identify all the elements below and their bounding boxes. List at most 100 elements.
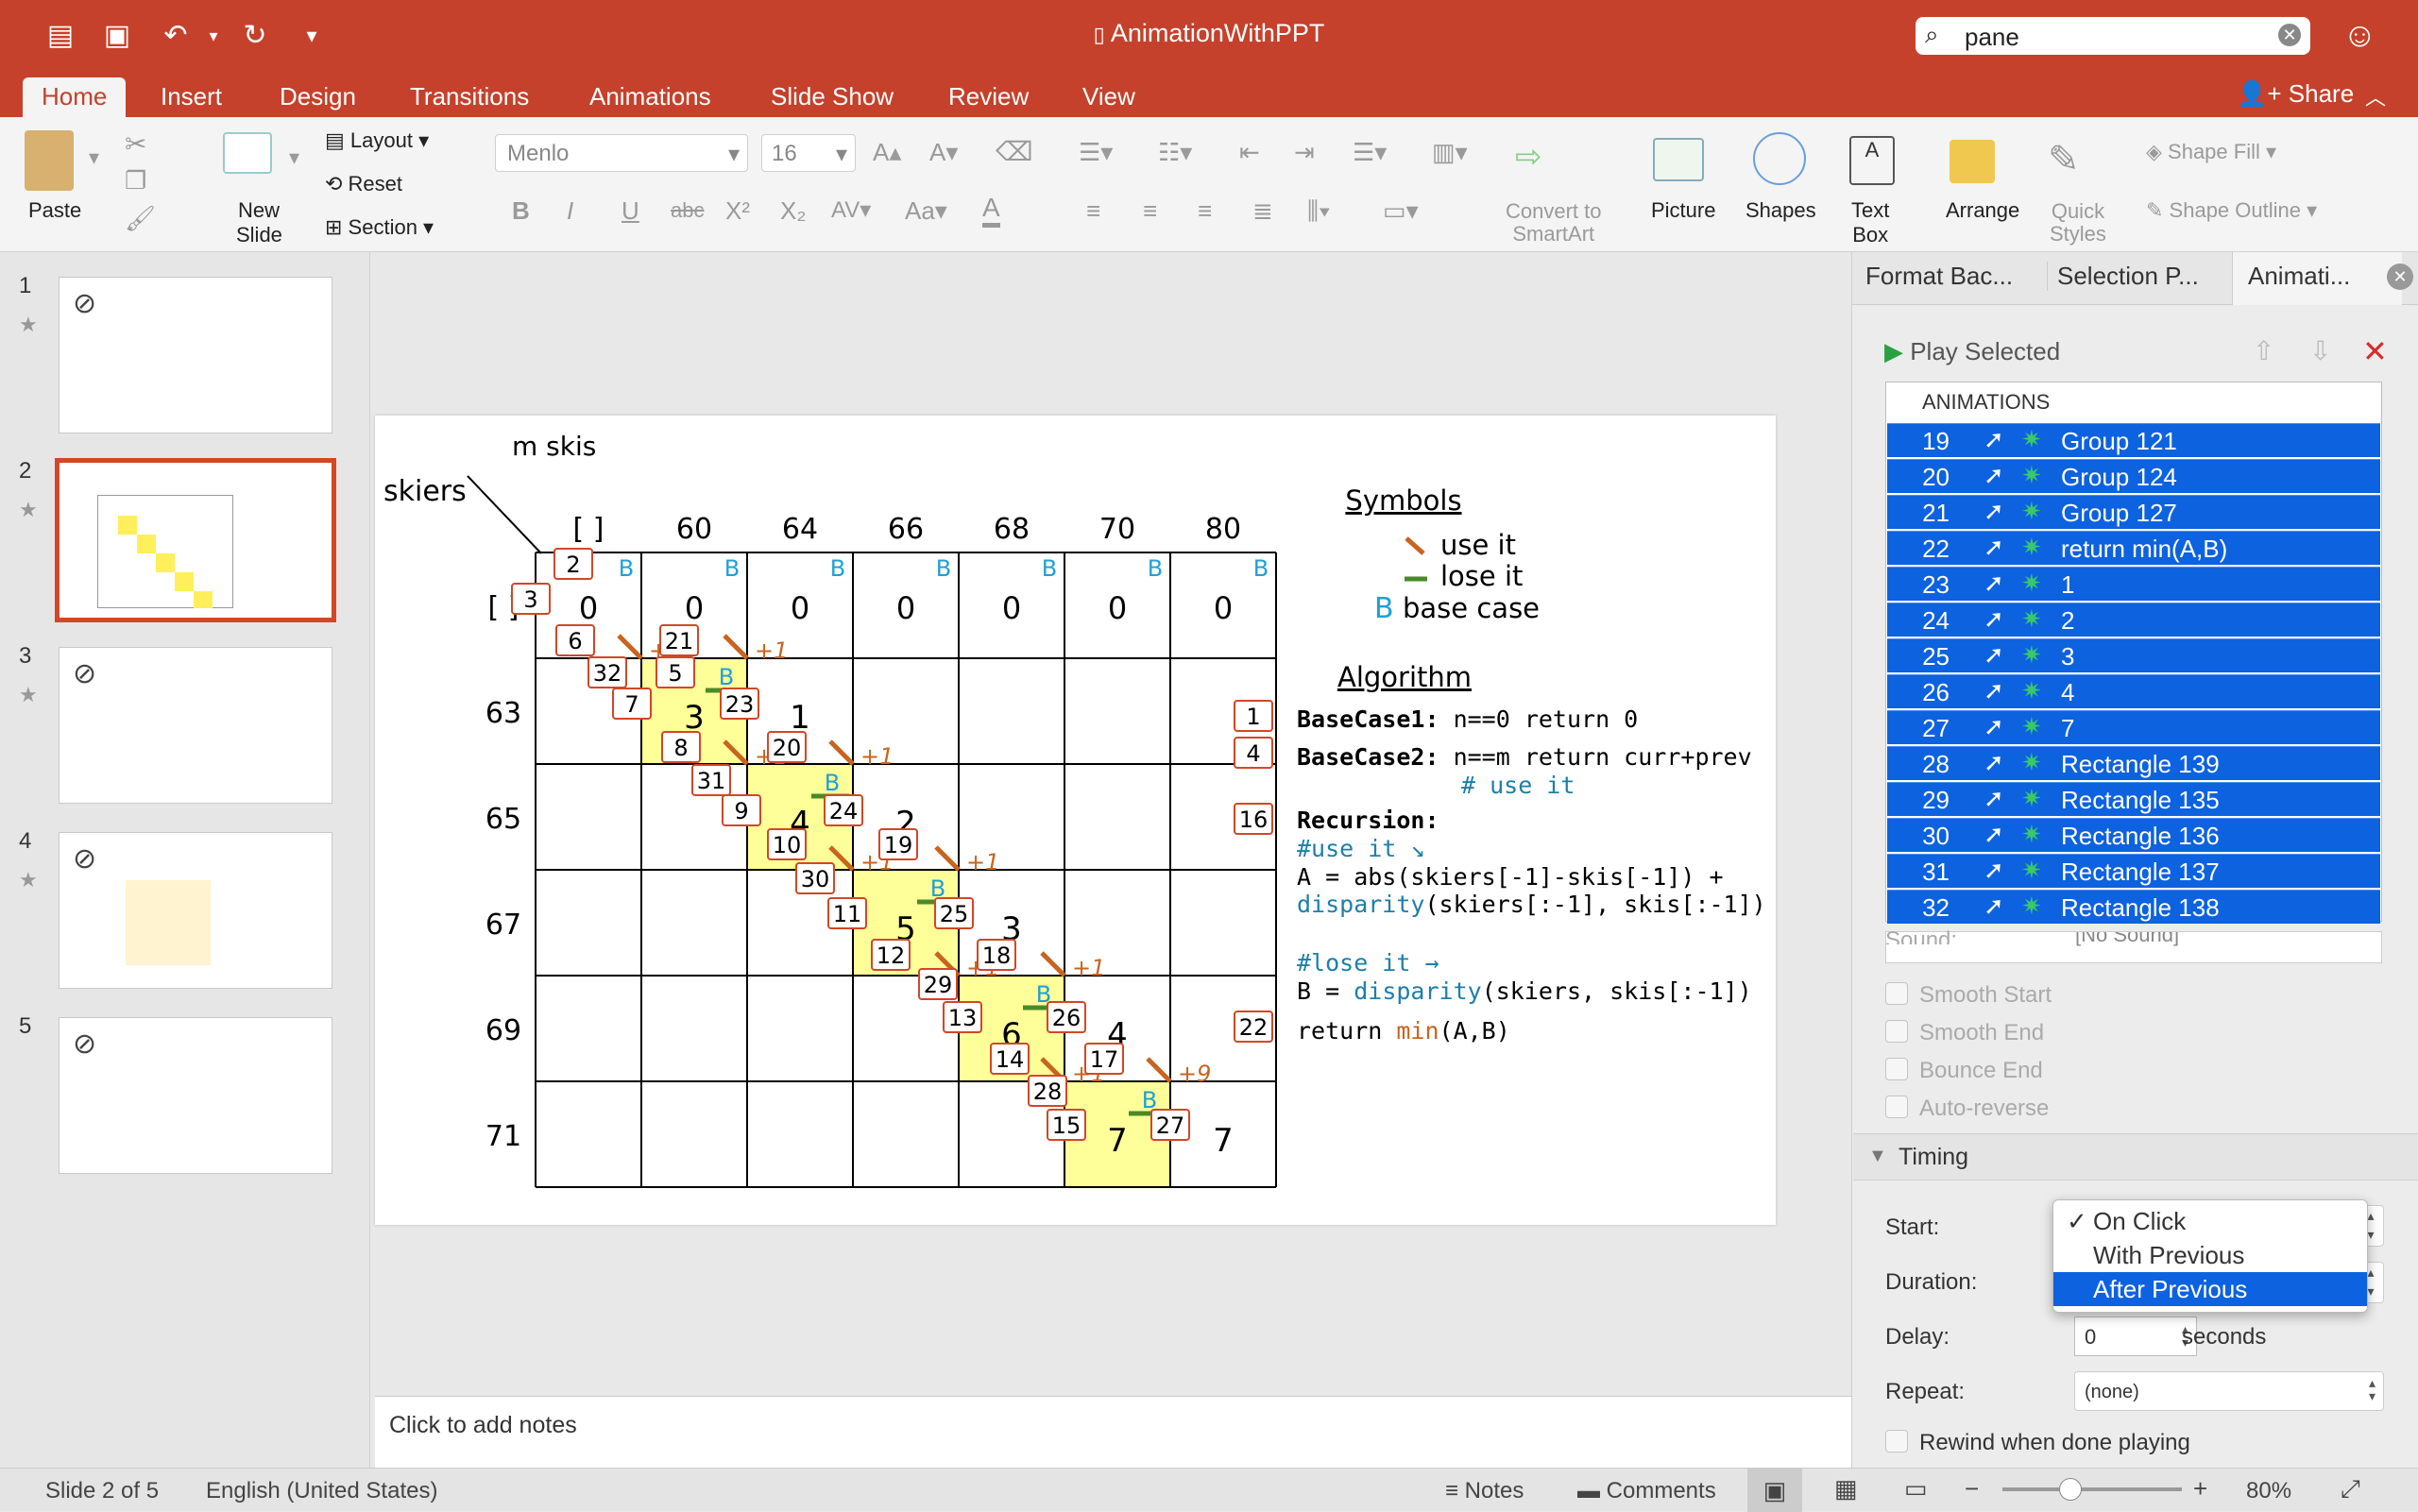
tab-view[interactable]: View xyxy=(1082,82,1135,110)
picture-button[interactable]: Picture xyxy=(1651,198,1716,222)
tab-design[interactable]: Design xyxy=(280,82,356,110)
grow-font-icon[interactable]: A▴ xyxy=(873,138,902,166)
animation-order-tag[interactable]: 17 xyxy=(1084,1043,1124,1075)
animation-order-tag[interactable]: 10 xyxy=(767,828,807,860)
slide-thumbnail-1[interactable]: ⊘ xyxy=(59,277,332,433)
align-text-icon[interactable]: ▭▾ xyxy=(1383,196,1419,225)
tab-transitions[interactable]: Transitions xyxy=(410,82,530,110)
animation-order-tag[interactable]: 25 xyxy=(934,897,974,929)
sidebar-toggle-icon[interactable]: ▤ xyxy=(46,20,75,51)
undo-dropdown-icon[interactable]: ▾ xyxy=(209,26,218,45)
save-icon[interactable]: ▣ xyxy=(103,20,131,51)
animation-list-item[interactable]: 19 ➚ ✷ Group 121 xyxy=(1887,423,2380,457)
superscript-icon[interactable]: X² xyxy=(725,196,750,225)
line-spacing-icon[interactable]: ☰▾ xyxy=(1353,138,1388,166)
animation-order-tag[interactable]: 21 xyxy=(659,624,699,656)
new-slide-icon[interactable] xyxy=(223,132,272,174)
animation-list-item[interactable]: 31 ➚ ✷ Rectangle 137 xyxy=(1887,854,2380,888)
language[interactable]: English (United States) xyxy=(206,1478,438,1504)
slide-sorter-icon[interactable]: ▦ xyxy=(1834,1474,1858,1503)
smooth-start-checkbox[interactable] xyxy=(1885,982,1908,1005)
animation-order-tag[interactable]: 8 xyxy=(661,731,701,763)
subscript-icon[interactable]: X₂ xyxy=(780,196,807,225)
smartart-icon[interactable]: ⇨ xyxy=(1515,139,1542,175)
copy-icon[interactable]: ❐ xyxy=(125,166,147,195)
bullets-icon[interactable]: ☰▾ xyxy=(1079,138,1114,166)
tab-home[interactable]: Home xyxy=(23,77,127,117)
animation-order-tag[interactable]: 18 xyxy=(977,939,1016,971)
animation-list-item[interactable]: 23 ➚ ✷ 1 xyxy=(1887,567,2380,601)
slide-thumbnail-2[interactable] xyxy=(55,458,336,622)
animation-order-tag[interactable]: 1 xyxy=(1234,700,1273,732)
cut-icon[interactable]: ✂ xyxy=(125,129,147,159)
move-down-icon[interactable]: ⇩ xyxy=(2309,336,2332,365)
strikethrough-icon[interactable]: abc xyxy=(671,198,705,222)
auto-reverse-checkbox[interactable] xyxy=(1885,1096,1908,1118)
animation-order-tag[interactable]: 31 xyxy=(691,764,731,796)
clear-search-icon[interactable]: ✕ xyxy=(2278,24,2301,46)
slide-thumbnail-3[interactable]: ⊘ xyxy=(59,647,332,804)
italic-icon[interactable]: I xyxy=(567,196,574,225)
rewind-checkbox[interactable] xyxy=(1885,1430,1908,1453)
animation-list-item[interactable]: 22 ➚ ✷ return min(A,B) xyxy=(1887,531,2380,565)
animation-order-tag[interactable]: 30 xyxy=(795,862,835,894)
normal-view-icon[interactable]: ▣ xyxy=(1747,1469,1802,1512)
shapes-icon[interactable] xyxy=(1753,132,1806,185)
align-right-icon[interactable]: ≡ xyxy=(1198,196,1213,225)
animation-order-tag[interactable]: 15 xyxy=(1047,1109,1086,1141)
animation-list-item[interactable]: 20 ➚ ✷ Group 124 xyxy=(1887,459,2380,493)
tab-insert[interactable]: Insert xyxy=(161,82,223,110)
search-input[interactable]: pane xyxy=(1965,23,2019,51)
paste-icon[interactable] xyxy=(25,130,74,191)
font-size-field[interactable]: 16 ▾ xyxy=(761,134,856,172)
underline-icon[interactable]: U xyxy=(622,196,639,225)
zoom-slider[interactable] xyxy=(2002,1487,2182,1491)
layout-button[interactable]: ▤ Layout ▾ xyxy=(325,128,430,152)
slide-canvas[interactable]: m skis skiers [ ] 60 64 66 68 70 80[ ] 63 65 67 69… xyxy=(375,416,1776,1225)
animation-list-item[interactable]: 30 ➚ ✷ Rectangle 136 xyxy=(1887,818,2380,852)
collapse-ribbon-icon[interactable]: ︿ xyxy=(2365,86,2387,110)
animation-order-tag[interactable]: 28 xyxy=(1028,1075,1067,1107)
tab-slide-show[interactable]: Slide Show xyxy=(771,82,894,110)
arrange-button[interactable]: Arrange xyxy=(1946,198,2020,222)
numbering-icon[interactable]: ☷▾ xyxy=(1158,138,1193,166)
start-option-on-click[interactable]: ✓ On Click xyxy=(2053,1204,2367,1238)
tab-animation-pane[interactable]: Animati... xyxy=(2232,252,2402,305)
move-up-icon[interactable]: ⇧ xyxy=(2253,336,2275,365)
animation-order-tag[interactable]: 4 xyxy=(1234,737,1273,769)
animation-order-tag[interactable]: 26 xyxy=(1047,1001,1086,1033)
delay-stepper-icon[interactable]: ▴ ▾ xyxy=(2182,1321,2189,1350)
animation-list-item[interactable]: 28 ➚ ✷ Rectangle 139 xyxy=(1887,746,2380,780)
fit-to-window-icon[interactable]: ⤢ xyxy=(2341,1474,2360,1503)
animation-order-tag[interactable]: 11 xyxy=(827,897,867,929)
notes-area[interactable]: Click to add notes xyxy=(375,1396,1851,1468)
quick-styles-icon[interactable]: ✎ xyxy=(2048,139,2080,180)
animation-list-item[interactable]: 26 ➚ ✷ 4 xyxy=(1887,674,2380,708)
animation-list-item[interactable]: 25 ➚ ✷ 3 xyxy=(1887,638,2380,672)
animation-order-tag[interactable]: 12 xyxy=(871,939,911,971)
undo-icon[interactable]: ↶ xyxy=(163,20,188,51)
animation-order-tag[interactable]: 14 xyxy=(990,1043,1030,1075)
animation-order-tag[interactable]: 19 xyxy=(878,828,918,860)
clear-formatting-icon[interactable]: ⌫ xyxy=(996,137,1033,166)
comments-button[interactable]: ▬ Comments xyxy=(1577,1478,1716,1504)
zoom-slider-thumb[interactable] xyxy=(2059,1478,2082,1501)
notes-button[interactable]: ≡ Notes xyxy=(1445,1478,1524,1504)
align-center-icon[interactable]: ≡ xyxy=(1143,196,1158,225)
columns-icon[interactable]: ▥▾ xyxy=(1432,138,1468,166)
paste-dropdown-icon[interactable]: ▾ xyxy=(89,145,100,169)
justify-icon[interactable]: ≣ xyxy=(1252,196,1273,225)
animation-order-tag[interactable]: 2 xyxy=(553,548,593,580)
animation-list-item[interactable]: 29 ➚ ✷ Rectangle 135 xyxy=(1887,782,2380,816)
shape-fill-button[interactable]: ◈ Shape Fill ▾ xyxy=(2146,140,2277,163)
font-color-icon[interactable]: A xyxy=(982,193,1000,228)
text-direction-icon[interactable]: ⫼▾ xyxy=(1307,196,1331,225)
presenter-view-icon[interactable]: ▭ xyxy=(1904,1474,1928,1503)
text-box-icon[interactable]: A xyxy=(1849,136,1895,185)
increase-indent-icon[interactable]: ⇥ xyxy=(1294,138,1315,166)
font-name-field[interactable]: Menlo ▾ xyxy=(495,134,748,172)
animation-order-tag[interactable]: 32 xyxy=(587,656,627,688)
animation-order-tag[interactable]: 5 xyxy=(656,656,695,688)
section-button[interactable]: ⊞ Section ▾ xyxy=(325,215,434,239)
format-painter-icon[interactable]: 🖌 xyxy=(125,204,157,232)
